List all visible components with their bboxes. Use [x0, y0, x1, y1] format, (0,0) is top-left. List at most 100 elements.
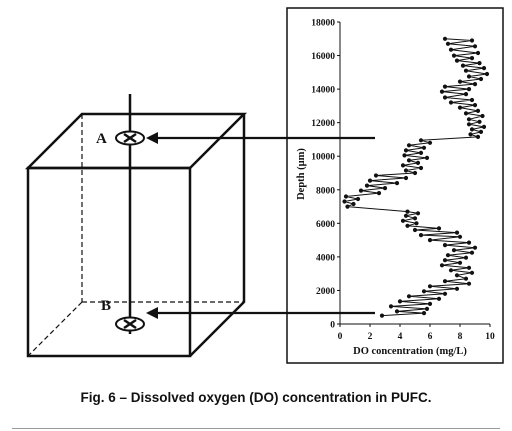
sampling-point-a [115, 130, 145, 146]
data-point [445, 253, 451, 258]
data-point [469, 127, 475, 132]
data-point [373, 173, 379, 178]
connector-arrows [146, 132, 375, 319]
data-point [442, 258, 448, 263]
data-point [466, 281, 472, 286]
data-point [405, 223, 410, 228]
data-point [342, 199, 347, 204]
do-series-points [342, 36, 490, 318]
data-point [355, 196, 361, 202]
data-point [477, 61, 482, 66]
data-point [345, 204, 350, 209]
data-point [481, 66, 487, 71]
data-point [415, 211, 421, 216]
data-point [418, 150, 424, 155]
y-tick-label: 4000 [316, 253, 335, 263]
data-point [406, 294, 412, 299]
data-point [454, 273, 460, 278]
data-point [466, 74, 472, 79]
data-point [451, 248, 457, 253]
point-b-cross [123, 318, 137, 330]
data-point [412, 227, 418, 233]
data-point [469, 97, 475, 103]
data-point [421, 145, 427, 150]
y-tick-label: 0 [330, 321, 335, 331]
data-point [406, 143, 412, 148]
y-tick-label: 8000 [316, 186, 335, 196]
data-point [442, 243, 448, 248]
data-point [394, 309, 400, 314]
y-axis-label: Depth (µm) [296, 148, 307, 200]
x-tick-label: 4 [398, 332, 403, 342]
data-point [466, 265, 472, 270]
data-point [448, 47, 454, 52]
data-point [469, 56, 475, 61]
data-point [480, 113, 485, 119]
sampling-point-b [115, 316, 145, 332]
y-tick-label: 12000 [311, 119, 335, 129]
x-tick-label: 6 [428, 332, 433, 342]
data-point [463, 276, 469, 281]
data-point [358, 188, 364, 193]
data-point [442, 291, 448, 296]
data-point [442, 36, 448, 41]
data-point [472, 82, 478, 87]
data-point [343, 194, 349, 199]
data-point [418, 165, 424, 171]
point-b-label: B [101, 298, 111, 314]
y-tick-label: 16000 [311, 52, 335, 62]
data-point [478, 129, 484, 134]
data-point [394, 181, 400, 186]
data-point [427, 284, 433, 289]
data-point [351, 201, 356, 207]
data-point [406, 158, 412, 163]
data-point [477, 119, 482, 124]
data-point [457, 260, 463, 265]
data-point [364, 183, 370, 188]
data-point [478, 76, 484, 82]
data-point [481, 124, 487, 129]
data-point [445, 41, 451, 46]
data-point [403, 168, 409, 173]
y-ticks: 0 2000 4000 6000 8000 10000 12000 14000 16000 180… [311, 19, 340, 331]
data-point [439, 89, 445, 94]
chart-frame [286, 7, 504, 364]
data-point [460, 63, 466, 68]
data-point [442, 95, 448, 100]
figure-caption: Fig. 6 – Dissolved oxygen (DO) concentra… [80, 390, 432, 405]
data-point [463, 92, 469, 97]
data-point [451, 53, 457, 58]
data-point [469, 250, 475, 255]
data-point [400, 218, 406, 223]
data-point [454, 230, 460, 235]
data-point [415, 160, 421, 165]
data-point [475, 108, 481, 113]
data-point [436, 226, 442, 231]
y-tick-label: 10000 [311, 153, 335, 163]
data-point [475, 134, 481, 139]
data-point [397, 299, 403, 304]
data-point [376, 191, 382, 196]
data-point [454, 58, 460, 63]
data-point [403, 213, 409, 218]
data-point [466, 117, 472, 122]
data-point [472, 245, 478, 250]
data-point [436, 296, 442, 301]
data-point [475, 50, 481, 56]
arrow-b-head [146, 307, 158, 319]
data-point [448, 100, 454, 105]
data-point [403, 148, 409, 153]
data-point [424, 155, 430, 160]
data-point [403, 175, 409, 181]
do-chart: 0 2000 4000 6000 8000 10000 12000 14000 16000 180… [296, 19, 495, 358]
data-point [457, 79, 463, 84]
data-point [466, 240, 472, 245]
x-tick-label: 2 [368, 332, 373, 342]
data-point [442, 279, 448, 284]
point-a-cross [123, 132, 137, 144]
data-point [412, 170, 418, 176]
x-tick-label: 8 [458, 332, 463, 342]
data-point [379, 313, 385, 318]
data-point [442, 84, 448, 89]
